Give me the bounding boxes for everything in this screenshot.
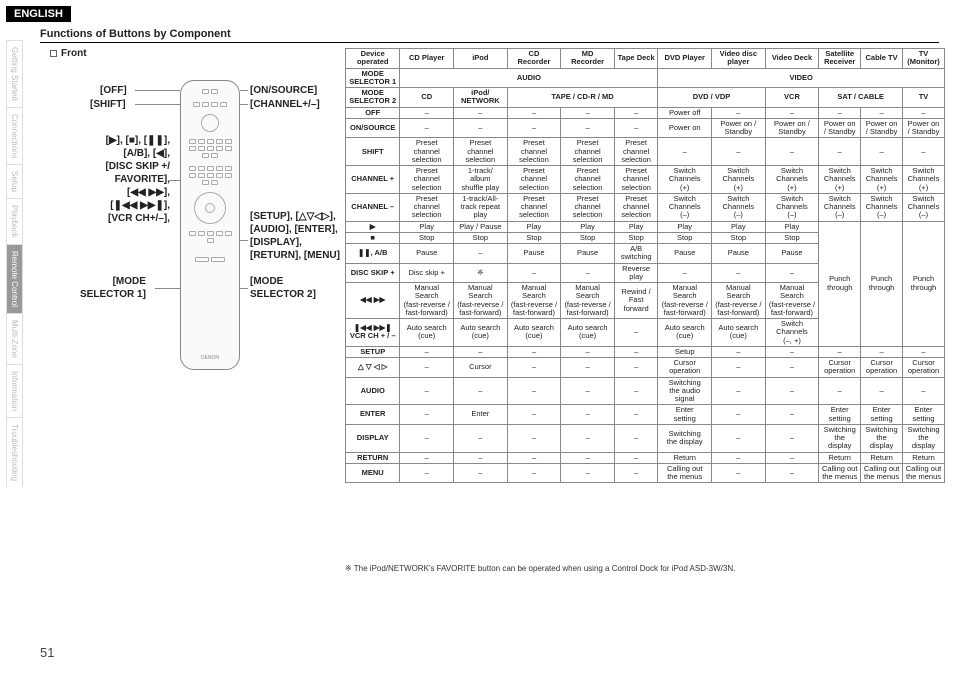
callout-mode2: [MODE SELECTOR 2] [250,275,316,301]
language-badge: ENGLISH [6,6,71,22]
remote-diagram: [OFF] [SHIFT] [ON/SOURCE] [CHANNEL+/–] [… [40,60,350,570]
side-tab-5[interactable]: Multi-Zone [6,313,23,364]
side-tab-1[interactable]: Connections [6,107,23,164]
side-tab-2[interactable]: Setup [6,164,23,198]
functions-table: Device operatedCD PlayeriPodCD RecorderM… [345,48,945,483]
remote-body [180,80,240,370]
side-tab-4[interactable]: Remote Control [6,244,23,313]
side-tab-3[interactable]: Playback [6,198,23,243]
footnote: ※ The iPod/NETWORK's FAVORITE button can… [345,564,735,573]
callout-shift: [SHIFT] [90,98,126,111]
page-number: 51 [40,645,54,660]
side-tab-6[interactable]: Information [6,364,23,417]
callout-channel: [CHANNEL+/–] [250,98,320,111]
callout-onsource: [ON/SOURCE] [250,84,317,97]
callout-mode1: [MODE SELECTOR 1] [80,275,146,301]
page-title: Functions of Buttons by Component [40,28,939,43]
side-tabs: Getting StartedConnectionsSetupPlaybackR… [6,40,23,487]
callout-playgroup: [▶], [■], [❚❚], [A/B], [◀], [DISC SKIP +… [50,134,170,225]
side-tab-7[interactable]: Troubleshooting [6,417,23,487]
side-tab-0[interactable]: Getting Started [6,40,23,107]
front-label: Front [50,48,87,59]
callout-setupgroup: [SETUP], [△▽◁▷], [AUDIO], [ENTER], [DISP… [250,210,340,262]
callout-off: [OFF] [100,84,127,97]
